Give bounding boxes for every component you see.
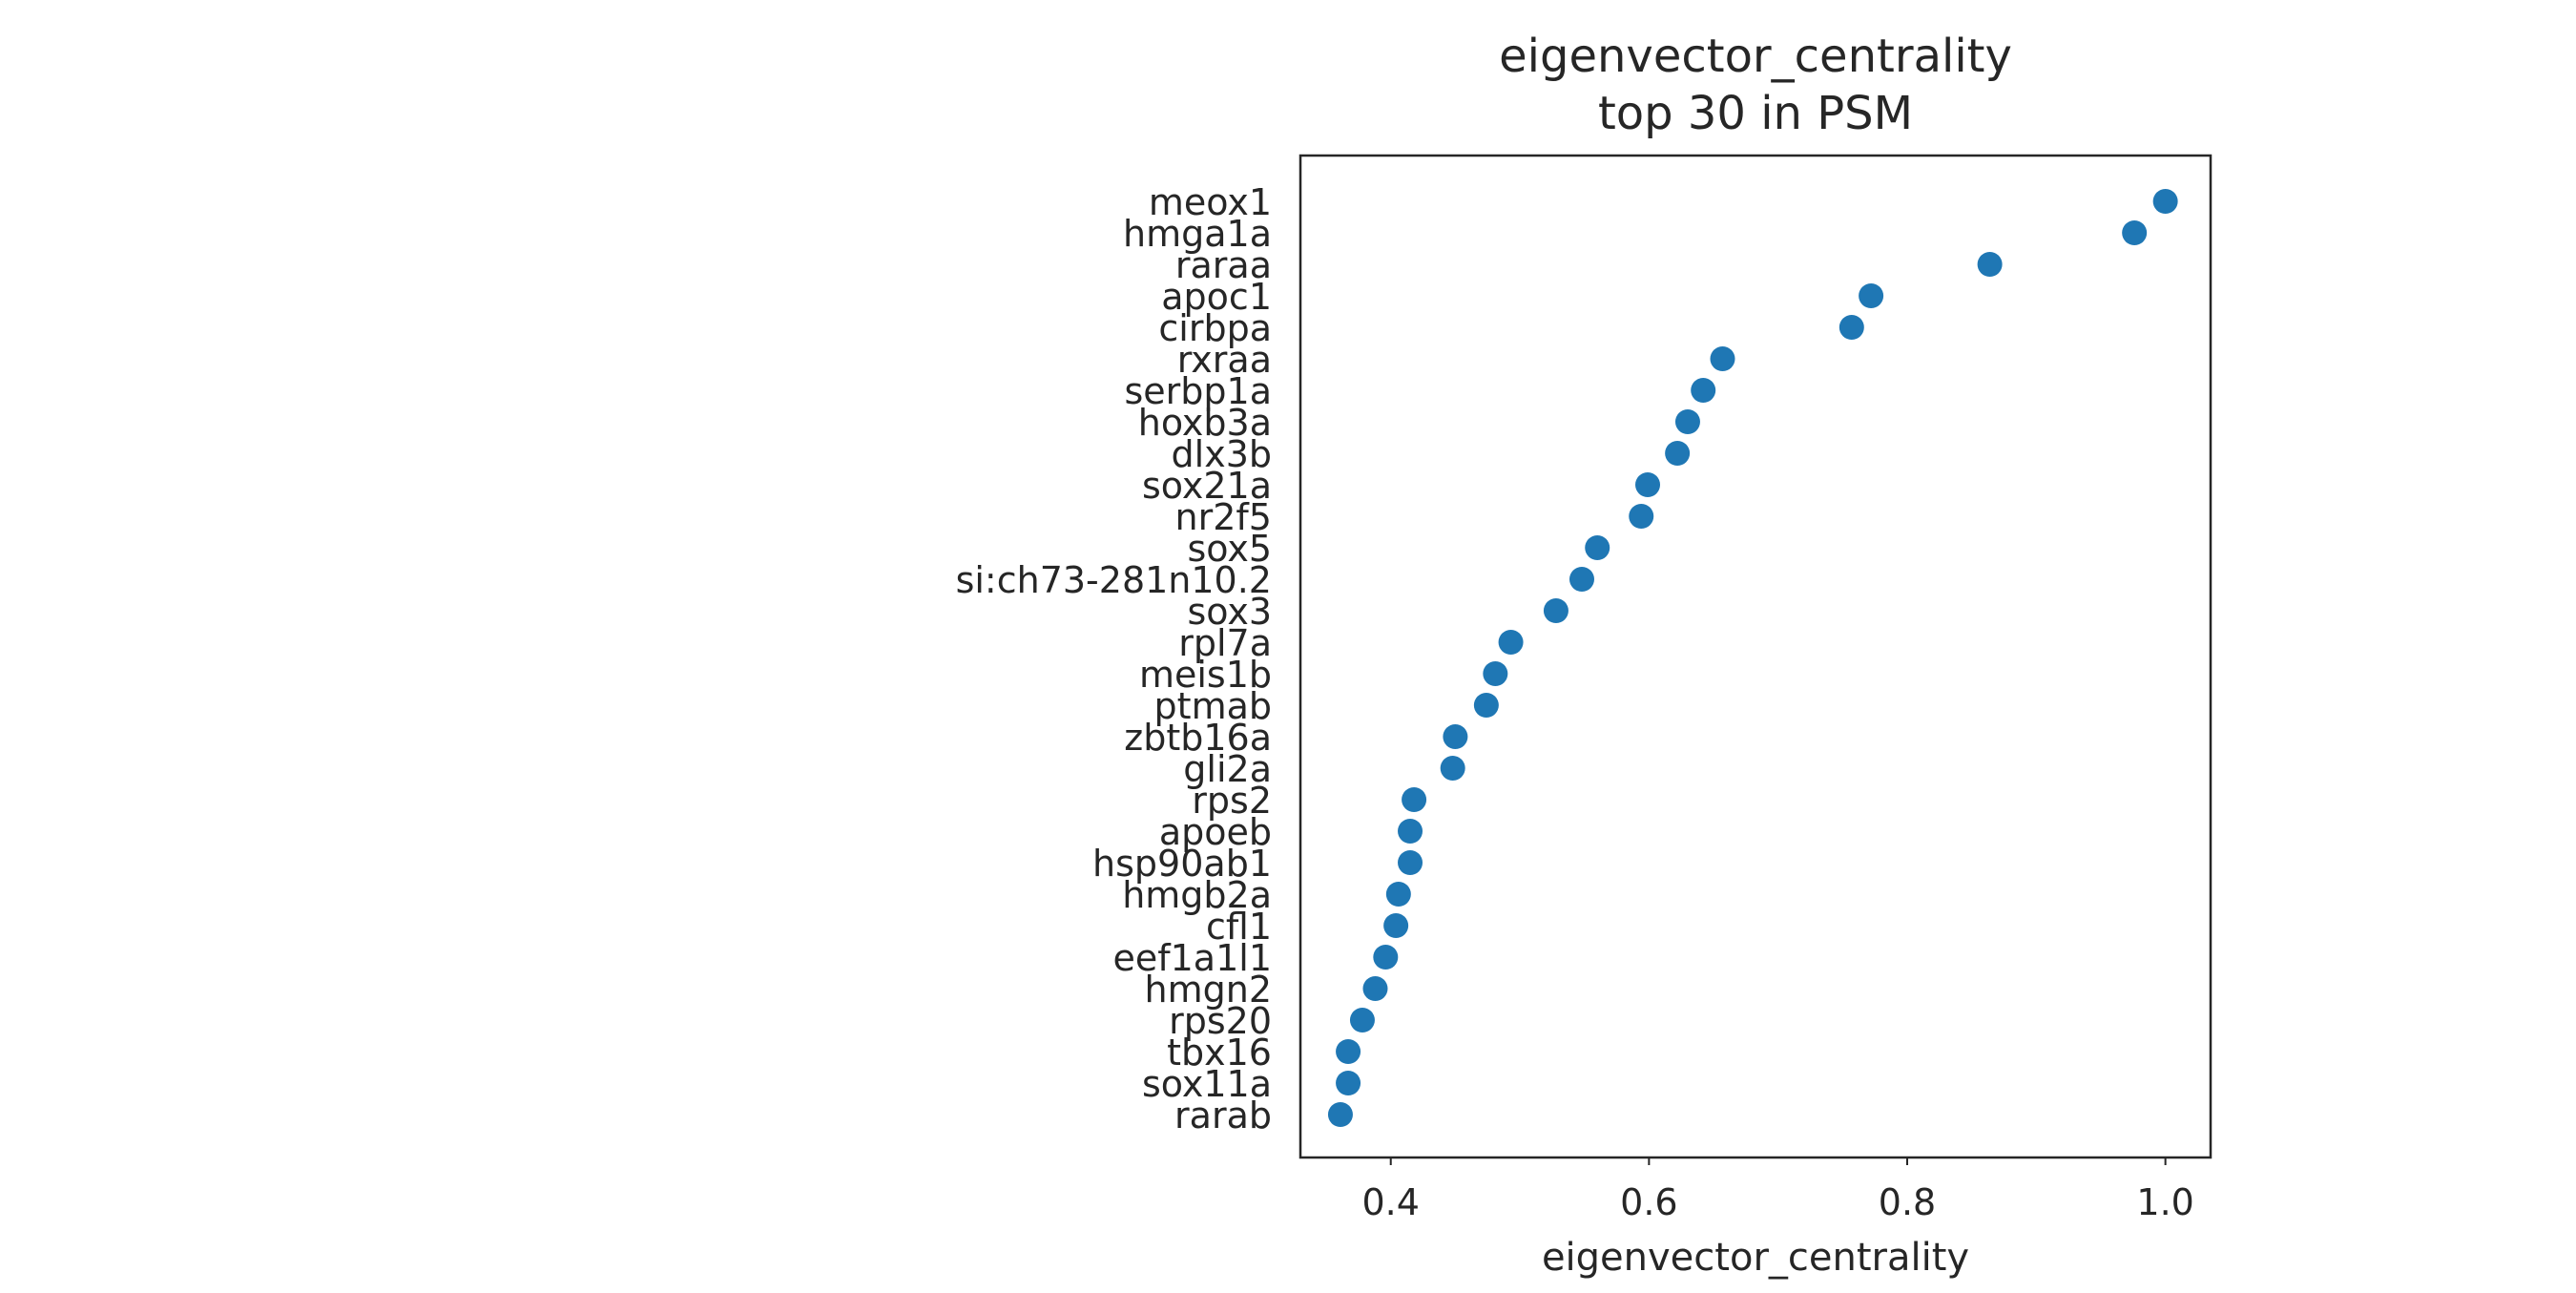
x-tick-label: 0.8 xyxy=(1879,1181,1936,1223)
data-point xyxy=(1665,441,1691,466)
y-tick-label: rpl7a xyxy=(1178,622,1272,664)
y-tick-label: hoxb3a xyxy=(1138,402,1272,444)
y-tick-label: sox11a xyxy=(1142,1063,1272,1105)
data-point xyxy=(1362,976,1388,1001)
data-point xyxy=(1402,787,1427,812)
data-point xyxy=(1473,693,1499,718)
data-point xyxy=(1336,1071,1361,1095)
data-point xyxy=(1443,724,1468,749)
y-tick-label: rps20 xyxy=(1169,1000,1272,1042)
y-tick-label: apoc1 xyxy=(1161,276,1272,318)
y-tick-label: meis1b xyxy=(1139,654,1272,696)
plot-frame xyxy=(1298,154,2212,1159)
data-point xyxy=(1543,598,1568,623)
y-tick-label: sox21a xyxy=(1142,465,1272,507)
y-tick-label: si:ch73-281n10.2 xyxy=(956,559,1272,601)
y-tick-label: rarab xyxy=(1174,1095,1272,1137)
x-axis-label: eigenvector_centrality xyxy=(1542,1236,1969,1280)
data-point xyxy=(1385,882,1411,907)
data-point xyxy=(1839,315,1864,340)
data-point xyxy=(1398,819,1423,844)
y-tick-label: sox5 xyxy=(1187,528,1272,570)
y-tick-label: apoeb xyxy=(1159,811,1272,853)
data-point xyxy=(1568,567,1594,592)
data-point xyxy=(1398,850,1423,875)
data-point xyxy=(2122,220,2148,245)
y-tick-label: dlx3b xyxy=(1172,433,1272,475)
data-point xyxy=(1691,378,1716,403)
y-tick-label: hmgn2 xyxy=(1145,969,1272,1011)
data-point xyxy=(1440,756,1465,781)
y-tick-label: zbtb16a xyxy=(1124,717,1272,759)
y-tick-label: raraa xyxy=(1175,244,1272,286)
data-point xyxy=(1336,1039,1361,1064)
y-tick-label: cfl1 xyxy=(1206,906,1272,948)
y-tick-label: tbx16 xyxy=(1167,1032,1272,1074)
data-point xyxy=(1349,1008,1375,1032)
x-tick-label: 0.4 xyxy=(1362,1181,1420,1223)
y-tick-label: meox1 xyxy=(1149,181,1272,223)
y-tick-label: ptmab xyxy=(1154,685,1272,727)
y-tick-label: nr2f5 xyxy=(1175,496,1272,538)
data-point xyxy=(1859,283,1884,308)
chart-title-line: top 30 in PSM xyxy=(1598,87,1913,140)
y-tick-label: rxraa xyxy=(1177,339,1272,381)
x-ticks: 0.4 0.6 0.8 1.0 xyxy=(1362,1157,2194,1223)
y-tick-label: rps2 xyxy=(1192,780,1272,822)
data-point xyxy=(1977,252,2003,277)
chart-title-line: eigenvector_centrality xyxy=(1499,30,2012,83)
data-point xyxy=(1498,630,1524,655)
data-point xyxy=(1327,1102,1353,1127)
y-tick-label: hsp90ab1 xyxy=(1092,843,1272,885)
y-tick-label: gli2a xyxy=(1183,748,1272,790)
y-tick-label: sox3 xyxy=(1187,591,1272,633)
y-tick-label: hmgb2a xyxy=(1122,874,1272,916)
y-tick-label: serbp1a xyxy=(1124,370,1272,412)
data-point xyxy=(1674,409,1700,434)
data-points xyxy=(1327,189,2178,1127)
x-tick-label: 0.6 xyxy=(1620,1181,1677,1223)
y-tick-labels: meox1hmga1araraaapoc1cirbparxraaserbp1ah… xyxy=(956,181,1272,1137)
data-point xyxy=(1635,472,1661,497)
data-point xyxy=(1629,504,1654,529)
x-tick-label: 1.0 xyxy=(2136,1181,2193,1223)
data-point xyxy=(1383,913,1409,938)
data-point xyxy=(2152,189,2178,214)
data-point xyxy=(1585,535,1610,560)
y-tick-label: eef1a1l1 xyxy=(1112,937,1272,979)
y-tick-label: hmga1a xyxy=(1123,213,1272,255)
y-tick-label: cirbpa xyxy=(1158,307,1272,349)
data-point xyxy=(1483,661,1508,686)
data-point xyxy=(1373,945,1399,970)
data-point xyxy=(1710,346,1735,371)
